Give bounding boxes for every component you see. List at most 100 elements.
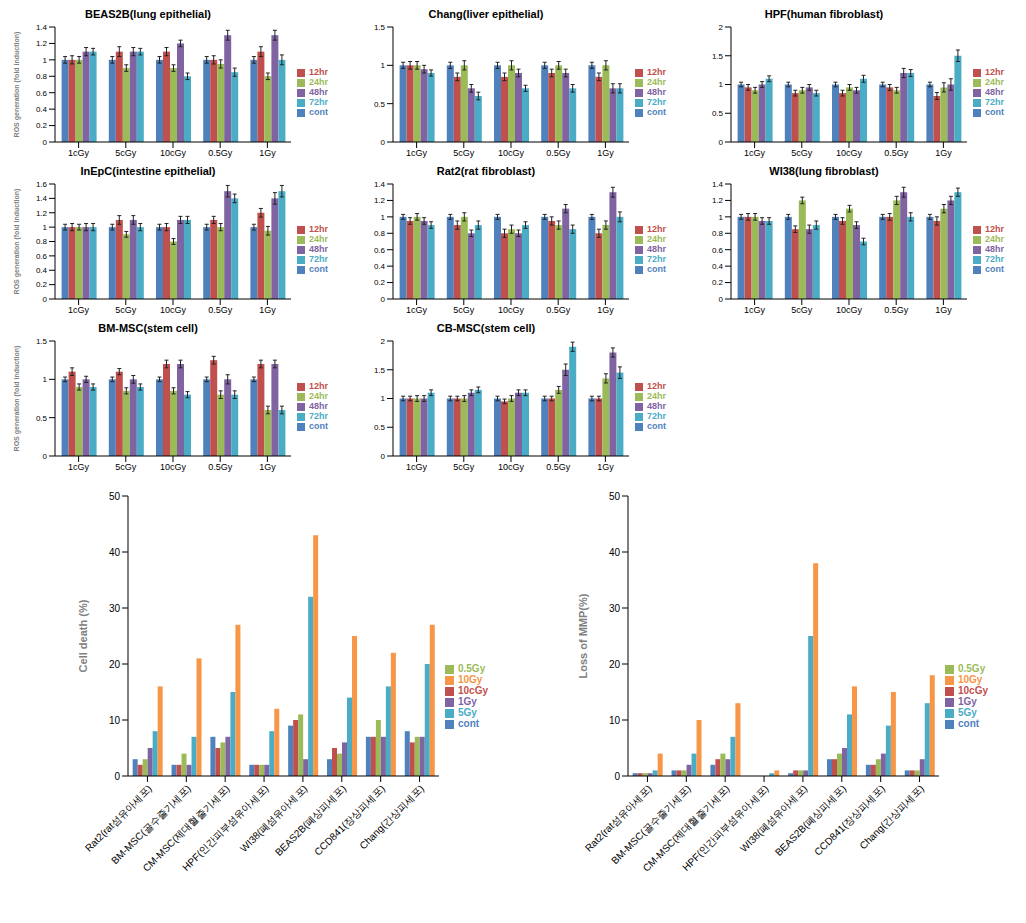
svg-text:1Gy: 1Gy (597, 148, 614, 158)
svg-text:1.2: 1.2 (36, 209, 48, 218)
svg-text:ROS generation (fold induction: ROS generation (fold induction) (13, 346, 21, 452)
svg-text:0.4: 0.4 (36, 266, 48, 275)
svg-text:0.5Gy: 0.5Gy (208, 462, 233, 472)
svg-text:0: 0 (114, 771, 120, 782)
svg-text:0.4: 0.4 (36, 105, 48, 114)
svg-text:1: 1 (719, 80, 724, 89)
svg-text:BEAS2B(폐상피세포): BEAS2B(폐상피세포) (773, 783, 848, 858)
svg-text:1cGy: 1cGy (744, 305, 766, 315)
svg-text:0: 0 (43, 138, 48, 147)
svg-text:0.6: 0.6 (712, 246, 724, 255)
svg-text:BM-MSC(골수줄기세포): BM-MSC(골수줄기세포) (109, 783, 193, 867)
svg-text:1: 1 (381, 61, 386, 70)
svg-text:0: 0 (381, 138, 386, 147)
svg-text:CCD841(장상피세포): CCD841(장상피세포) (812, 783, 887, 858)
svg-text:20: 20 (609, 659, 621, 670)
svg-text:5cGy: 5cGy (115, 462, 137, 472)
svg-text:0.2: 0.2 (36, 121, 48, 130)
svg-text:1Gy: 1Gy (597, 305, 614, 315)
svg-text:50: 50 (109, 491, 121, 502)
svg-text:10cGy: 10cGy (836, 148, 863, 158)
svg-text:1cGy: 1cGy (744, 148, 766, 158)
svg-text:WI38(폐섬유아세포): WI38(폐섬유아세포) (238, 783, 309, 854)
svg-text:1: 1 (43, 223, 48, 232)
svg-text:1: 1 (719, 213, 724, 222)
svg-text:BM-MSC(골수줄기세포): BM-MSC(골수줄기세포) (609, 783, 693, 867)
svg-text:1cGy: 1cGy (406, 305, 428, 315)
svg-text:0.5Gy: 0.5Gy (546, 305, 571, 315)
svg-text:5cGy: 5cGy (453, 305, 475, 315)
svg-text:0.2: 0.2 (374, 278, 386, 287)
svg-text:5cGy: 5cGy (115, 148, 137, 158)
svg-text:0.8: 0.8 (374, 229, 386, 238)
svg-text:10cGy: 10cGy (498, 148, 525, 158)
svg-text:10cGy: 10cGy (160, 148, 187, 158)
svg-text:0.5Gy: 0.5Gy (546, 148, 571, 158)
svg-text:10cGy: 10cGy (160, 462, 187, 472)
svg-text:1cGy: 1cGy (68, 305, 90, 315)
svg-text:Cell death (%): Cell death (%) (77, 599, 89, 672)
svg-text:1Gy: 1Gy (935, 305, 952, 315)
svg-text:Rat2(rat섬유아세포): Rat2(rat섬유아세포) (583, 783, 654, 854)
svg-text:1Gy: 1Gy (597, 462, 614, 472)
svg-text:0.5Gy: 0.5Gy (546, 462, 571, 472)
svg-text:20: 20 (109, 659, 121, 670)
svg-text:1: 1 (381, 213, 386, 222)
svg-text:30: 30 (109, 603, 121, 614)
svg-text:1.2: 1.2 (36, 39, 48, 48)
svg-text:1.4: 1.4 (712, 180, 724, 189)
svg-text:5cGy: 5cGy (791, 305, 813, 315)
svg-text:0.5: 0.5 (374, 423, 386, 432)
svg-text:10: 10 (109, 715, 121, 726)
svg-text:10cGy: 10cGy (498, 305, 525, 315)
svg-text:1.4: 1.4 (36, 194, 48, 203)
svg-text:1Gy: 1Gy (259, 148, 276, 158)
svg-text:WI38(폐섬유아세포): WI38(폐섬유아세포) (738, 783, 809, 854)
svg-text:1.2: 1.2 (712, 196, 724, 205)
svg-text:0.5: 0.5 (36, 414, 48, 423)
svg-text:0.6: 0.6 (374, 246, 386, 255)
svg-text:0.8: 0.8 (36, 237, 48, 246)
svg-text:40: 40 (609, 547, 621, 558)
svg-text:5cGy: 5cGy (453, 148, 475, 158)
svg-text:0.2: 0.2 (712, 278, 724, 287)
svg-text:0.5: 0.5 (712, 109, 724, 118)
svg-text:1cGy: 1cGy (406, 148, 428, 158)
svg-text:1.5: 1.5 (374, 366, 386, 375)
svg-text:0.8: 0.8 (36, 72, 48, 81)
svg-text:0: 0 (43, 452, 48, 461)
svg-text:10: 10 (609, 715, 621, 726)
svg-text:2: 2 (381, 337, 386, 346)
svg-text:1cGy: 1cGy (406, 462, 428, 472)
svg-text:Chang(간상피세포): Chang(간상피세포) (357, 783, 426, 852)
svg-text:Chang(간상피세포): Chang(간상피세포) (857, 783, 926, 852)
svg-text:40: 40 (109, 547, 121, 558)
svg-text:1Gy: 1Gy (259, 462, 276, 472)
svg-text:0.5Gy: 0.5Gy (884, 148, 909, 158)
svg-text:0: 0 (614, 771, 620, 782)
svg-text:1: 1 (381, 394, 386, 403)
svg-text:1cGy: 1cGy (68, 148, 90, 158)
svg-text:5cGy: 5cGy (115, 305, 137, 315)
svg-text:0: 0 (381, 452, 386, 461)
svg-text:1.4: 1.4 (36, 23, 48, 32)
svg-text:0: 0 (43, 295, 48, 304)
svg-text:BEAS2B(폐상피세포): BEAS2B(폐상피세포) (273, 783, 348, 858)
svg-text:1.2: 1.2 (374, 196, 386, 205)
svg-text:1.6: 1.6 (36, 180, 48, 189)
svg-text:ROS generation (fold induction: ROS generation (fold induction) (13, 189, 21, 295)
svg-text:1: 1 (43, 375, 48, 384)
svg-text:0.2: 0.2 (36, 280, 48, 289)
svg-text:0: 0 (381, 295, 386, 304)
svg-text:0.5: 0.5 (374, 100, 386, 109)
svg-text:0.5Gy: 0.5Gy (208, 148, 233, 158)
svg-text:0.4: 0.4 (374, 262, 386, 271)
svg-text:30: 30 (609, 603, 621, 614)
svg-text:0.4: 0.4 (712, 262, 724, 271)
svg-text:1cGy: 1cGy (68, 462, 90, 472)
svg-text:1.4: 1.4 (374, 180, 386, 189)
svg-text:0.5Gy: 0.5Gy (208, 305, 233, 315)
svg-text:CCD841(장상피세포): CCD841(장상피세포) (312, 783, 387, 858)
svg-text:5cGy: 5cGy (791, 148, 813, 158)
svg-text:ROS generation (fold induction: ROS generation (fold induction) (13, 32, 21, 138)
